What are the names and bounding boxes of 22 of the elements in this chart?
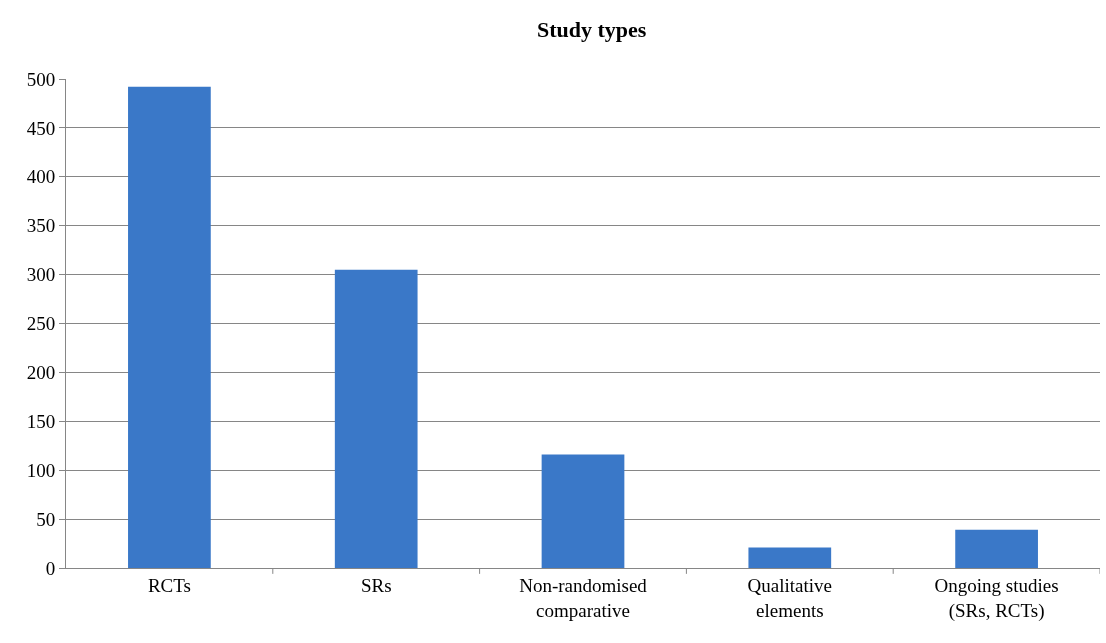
bar bbox=[955, 529, 1038, 568]
y-tick-label: 100 bbox=[26, 459, 56, 481]
bar bbox=[128, 86, 211, 568]
x-tick-label: RCTs bbox=[147, 574, 191, 596]
y-tick-label: 200 bbox=[26, 362, 56, 384]
bar bbox=[748, 547, 832, 568]
y-tick-label: 400 bbox=[26, 166, 56, 188]
y-tick-label: 500 bbox=[26, 68, 56, 90]
y-tick-label: 450 bbox=[26, 117, 56, 139]
chart-title: Study types bbox=[537, 16, 647, 42]
y-tick-label: 350 bbox=[26, 215, 56, 237]
bar bbox=[541, 454, 625, 568]
y-tick-label: 300 bbox=[26, 264, 56, 286]
x-tick-label: Ongoing studies (SRs, RCTs) bbox=[934, 574, 1059, 622]
x-tick-label: Non-randomised comparative bbox=[519, 574, 648, 621]
bar bbox=[334, 269, 418, 568]
y-tick-label: 250 bbox=[26, 313, 56, 335]
x-tick-label: Qualitative elements bbox=[747, 574, 833, 621]
y-tick-label: 0 bbox=[45, 557, 56, 579]
y-tick-label: 150 bbox=[26, 410, 56, 432]
y-tick-label: 50 bbox=[36, 508, 56, 530]
x-tick-label: SRs bbox=[360, 574, 392, 596]
